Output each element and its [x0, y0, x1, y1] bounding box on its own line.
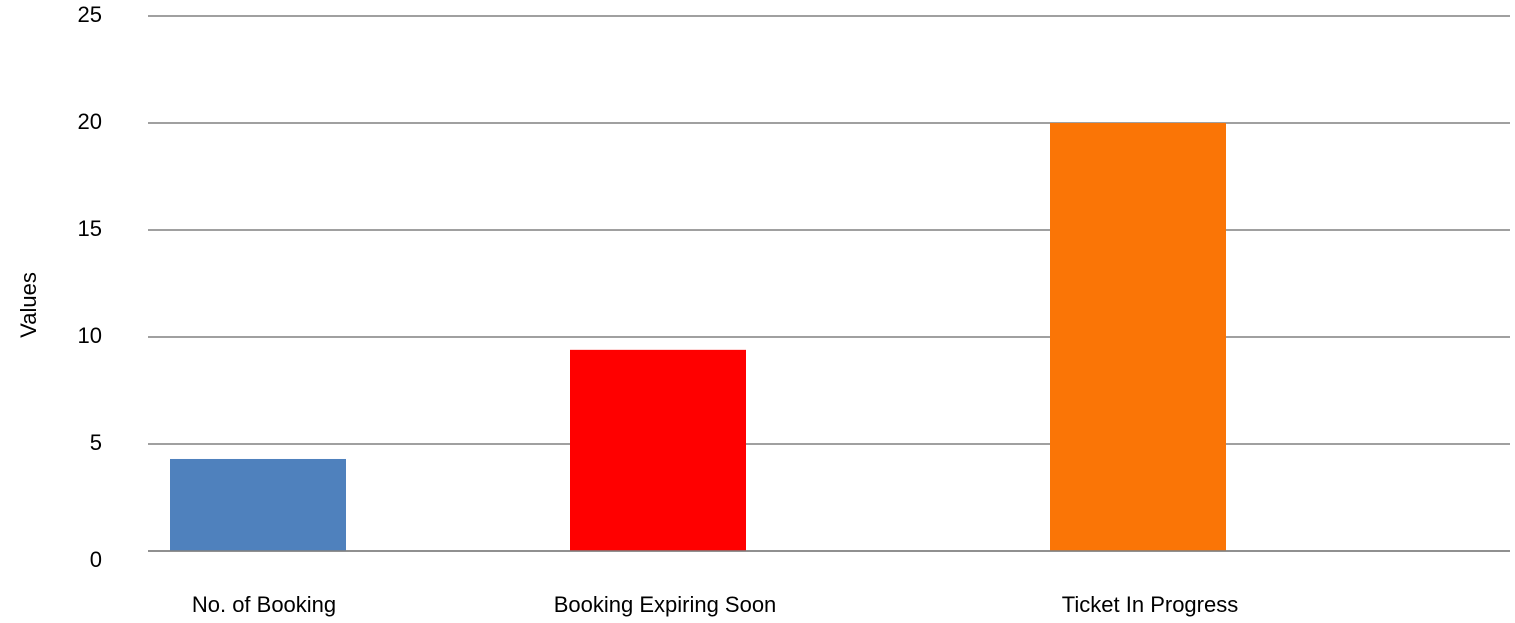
y-axis-ticks: 0 5 10 15 20 25	[78, 2, 102, 572]
y-tick-label: 20	[78, 109, 102, 134]
y-tick-label: 10	[78, 323, 102, 348]
y-tick-label: 5	[90, 430, 102, 455]
gridlines	[148, 15, 1510, 552]
bar	[1050, 123, 1226, 551]
x-category-label: Booking Expiring Soon	[554, 592, 777, 617]
y-tick-label: 15	[78, 216, 102, 241]
y-tick-label: 25	[78, 2, 102, 27]
y-axis-title: Values	[16, 272, 41, 338]
y-tick-label: 0	[90, 547, 102, 572]
x-category-label: No. of Booking	[192, 592, 336, 617]
bar	[170, 458, 346, 551]
x-axis-categories: No. of Booking Booking Expiring Soon Ticke…	[192, 592, 1238, 617]
x-category-label: Ticket In Progress	[1062, 592, 1238, 617]
bar	[570, 349, 746, 551]
bars	[148, 123, 1510, 552]
